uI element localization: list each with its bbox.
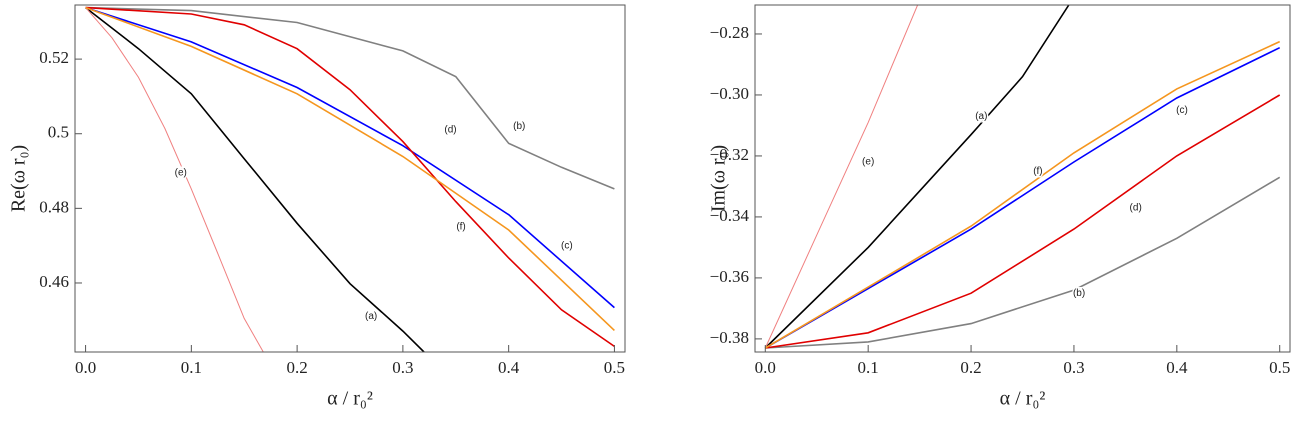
data-line <box>764 5 1070 349</box>
series-label: (f) <box>1033 166 1042 177</box>
y-tick-label: −0.30 <box>710 84 749 103</box>
data-line <box>764 40 1281 349</box>
data-line <box>85 6 615 348</box>
y-axis-label: Im(ω r₀) <box>708 145 730 212</box>
data-line <box>765 94 1281 349</box>
plot-area <box>85 6 615 352</box>
y-tick-label: 0.5 <box>48 123 69 142</box>
x-tick-label: 0.0 <box>75 358 96 377</box>
x-tick-label: 0.1 <box>858 358 879 377</box>
x-tick-label: 0.3 <box>392 358 413 377</box>
y-tick-label: −0.34 <box>710 206 750 225</box>
series-label: (f) <box>456 222 465 233</box>
data-line <box>765 176 1281 349</box>
series-label: (c) <box>561 240 573 251</box>
x-tick-label: 0.4 <box>1166 358 1188 377</box>
x-tick-label: 0.1 <box>181 358 202 377</box>
series-label: (e) <box>862 157 874 168</box>
data-line <box>764 46 1281 349</box>
x-tick-label: 0.0 <box>755 358 776 377</box>
x-tick-label: 0.3 <box>1063 358 1084 377</box>
y-tick-label: 0.48 <box>39 197 69 216</box>
y-axis-label: Re(ω r₀) <box>8 145 30 212</box>
data-line <box>764 5 919 349</box>
series-label: (c) <box>1176 105 1188 116</box>
x-tick-label: 0.2 <box>960 358 981 377</box>
series-label: (d) <box>444 125 456 136</box>
data-line <box>85 7 264 352</box>
series-label: (e) <box>175 168 187 179</box>
y-tick-label: −0.36 <box>710 267 749 286</box>
data-line <box>85 6 615 190</box>
series-label: (b) <box>1073 288 1085 299</box>
x-axis-label: α / r₀² <box>1000 388 1046 410</box>
data-line <box>85 6 425 352</box>
x-tick-label: 0.5 <box>1269 358 1290 377</box>
y-tick-label: −0.32 <box>710 145 749 164</box>
frame <box>74 4 626 353</box>
series-label: (a) <box>975 111 987 122</box>
x-tick-label: 0.2 <box>286 358 307 377</box>
series-label: (b) <box>513 121 525 132</box>
y-tick-label: 0.46 <box>39 272 69 291</box>
data-line <box>85 6 615 309</box>
frame <box>754 4 1291 353</box>
plot-area <box>764 5 1281 349</box>
y-tick-label: −0.28 <box>710 23 749 42</box>
x-axis-label: α / r₀² <box>327 388 373 410</box>
series-label: (d) <box>1130 202 1142 213</box>
series-label: (a) <box>365 311 377 322</box>
data-line <box>85 6 615 331</box>
x-tick-label: 0.5 <box>604 358 625 377</box>
x-tick-label: 0.4 <box>498 358 520 377</box>
y-tick-label: 0.52 <box>39 48 69 67</box>
y-tick-label: −0.38 <box>710 328 749 347</box>
